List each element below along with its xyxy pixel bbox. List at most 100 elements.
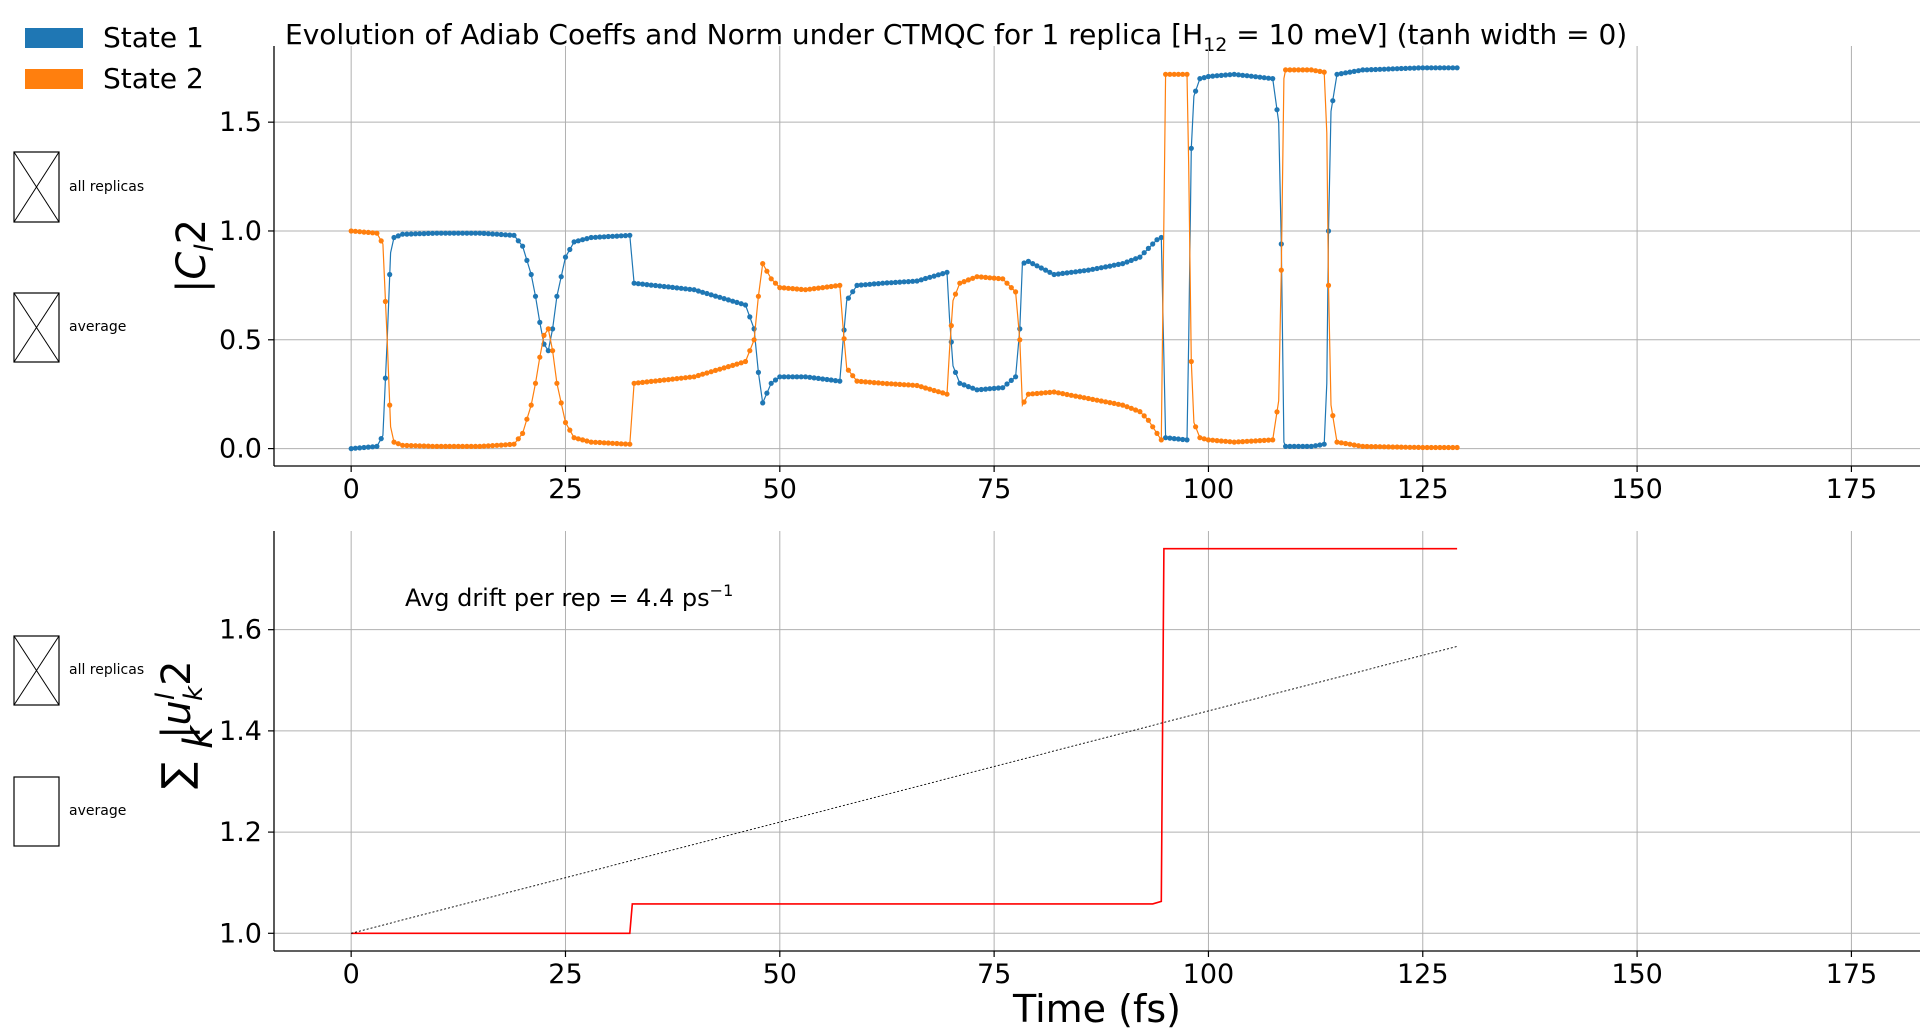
data-point xyxy=(850,373,856,379)
data-point xyxy=(965,277,972,283)
bottom-series xyxy=(351,547,1458,935)
data-point xyxy=(618,233,624,239)
data-point xyxy=(1133,407,1139,413)
legend-swatch-state-1 xyxy=(25,28,83,48)
data-point xyxy=(1240,439,1246,445)
data-point xyxy=(412,231,419,237)
data-point xyxy=(1360,67,1366,73)
data-point xyxy=(970,275,976,281)
data-point xyxy=(961,279,967,285)
series-line-state-2 xyxy=(351,69,1458,449)
data-point xyxy=(425,230,431,236)
data-point xyxy=(614,440,620,447)
ylabel-body: |ulk2 xyxy=(151,660,209,739)
data-point xyxy=(952,369,959,375)
data-point xyxy=(1223,72,1229,78)
data-point xyxy=(957,380,963,386)
data-point xyxy=(1158,234,1164,241)
data-point xyxy=(532,293,539,299)
data-point xyxy=(901,279,907,285)
data-point xyxy=(472,230,479,236)
data-point xyxy=(370,230,376,236)
data-point xyxy=(1235,439,1242,445)
data-point xyxy=(451,230,457,236)
data-point xyxy=(490,443,496,449)
data-point xyxy=(348,228,354,234)
data-point xyxy=(1321,69,1327,75)
data-point xyxy=(708,292,714,298)
data-point xyxy=(592,234,599,240)
checkbox-all-replicas-top[interactable]: all replicas xyxy=(13,151,144,223)
data-point xyxy=(1253,438,1259,444)
data-point xyxy=(472,443,479,449)
data-point xyxy=(567,246,573,253)
data-point xyxy=(858,378,864,385)
data-point xyxy=(764,390,770,396)
data-point xyxy=(584,438,590,444)
data-point xyxy=(417,443,423,449)
y-tick-label: 1.0 xyxy=(219,918,262,949)
data-point xyxy=(1424,444,1430,451)
data-point xyxy=(1364,443,1370,450)
data-point xyxy=(897,381,903,387)
data-point xyxy=(1265,75,1272,81)
data-point xyxy=(888,280,894,286)
data-point xyxy=(1055,390,1061,396)
data-point xyxy=(1385,66,1392,72)
data-point xyxy=(400,442,406,448)
data-point xyxy=(794,286,800,292)
x-tick-label: 125 xyxy=(1397,959,1449,990)
data-point xyxy=(1441,65,1447,71)
data-point xyxy=(1265,437,1272,443)
data-point xyxy=(1330,413,1336,419)
data-point xyxy=(948,323,954,329)
data-point xyxy=(1338,71,1344,77)
checkbox-average-top[interactable]: average xyxy=(13,292,126,363)
data-point xyxy=(1287,443,1293,449)
data-point xyxy=(875,380,882,386)
data-point xyxy=(438,443,444,449)
bottom-axes: 0 25 50 75 100 125 150 175 1.0 1.2 1.4 1.6 Avg drif… xyxy=(151,531,1920,1028)
data-point xyxy=(854,282,860,288)
checkbox-label: all replicas xyxy=(69,662,144,678)
data-point xyxy=(1304,67,1310,73)
data-point xyxy=(447,230,453,236)
checkbox-box[interactable] xyxy=(13,776,60,847)
data-point xyxy=(760,400,766,406)
data-point xyxy=(755,293,762,299)
data-point xyxy=(554,293,560,299)
data-point xyxy=(1210,437,1216,443)
data-point xyxy=(1437,65,1443,71)
data-point xyxy=(387,271,393,278)
data-point xyxy=(991,275,997,281)
data-point xyxy=(464,443,470,449)
data-point xyxy=(1047,389,1053,395)
data-point xyxy=(1073,269,1079,275)
checkbox-all-replicas-bottom[interactable]: all replicas xyxy=(13,635,144,706)
data-point xyxy=(1205,437,1211,443)
data-point xyxy=(1103,399,1109,405)
data-point xyxy=(1248,73,1254,79)
data-point xyxy=(695,372,702,379)
data-point xyxy=(507,441,513,448)
data-point xyxy=(605,233,611,240)
data-point xyxy=(1334,439,1340,445)
x-axis-label: Time (fs) xyxy=(1012,987,1181,1028)
data-point xyxy=(370,444,376,450)
data-point xyxy=(1068,269,1074,275)
checkbox-average-bottom[interactable]: average xyxy=(13,776,126,847)
data-point xyxy=(1205,73,1211,80)
x-tick-label: 25 xyxy=(548,474,582,505)
data-point xyxy=(460,230,466,236)
data-point xyxy=(485,231,491,237)
data-point xyxy=(558,274,564,280)
data-point xyxy=(815,375,822,381)
data-point xyxy=(1287,67,1293,73)
data-point xyxy=(357,229,363,235)
data-point xyxy=(880,280,886,286)
data-point xyxy=(365,229,371,235)
sum-symbol: ∑ xyxy=(154,762,200,789)
data-point xyxy=(1214,438,1220,444)
data-point xyxy=(1445,65,1452,71)
top-axes: 0 25 50 75 100 125 150 175 0.0 0.5 1.0 1.5 |Cl2 xyxy=(169,46,1920,505)
